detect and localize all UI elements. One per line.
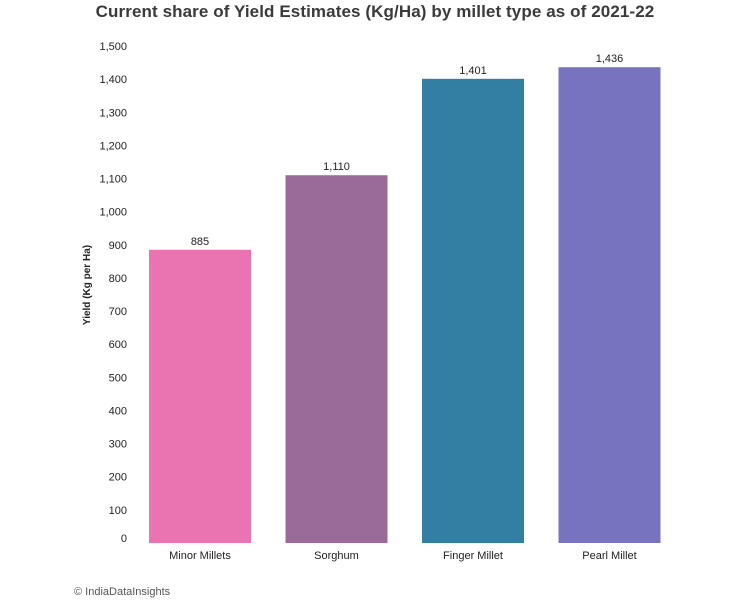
bars — [149, 67, 661, 544]
y-tick-label: 200 — [109, 472, 127, 484]
bar-value-label: 1,110 — [323, 161, 350, 173]
credit-text: © IndiaDataInsights — [74, 586, 171, 598]
x-axis-labels: Minor Millets Sorghum Finger Millet Pearl M… — [169, 550, 637, 562]
y-tick-label: 100 — [109, 505, 127, 517]
bar-value-label: 1,436 — [596, 53, 624, 65]
y-tick-label: 500 — [109, 372, 127, 384]
y-tick-label: 600 — [109, 339, 127, 351]
data-labels: 885 1,110 1,401 1,436 — [191, 53, 623, 248]
y-tick-label: 800 — [109, 273, 127, 285]
y-tick-label: 1,200 — [99, 140, 127, 152]
y-axis-ticks: 0 100 200 300 400 500 600 700 800 900 1,000 1,100 1,… — [99, 41, 127, 545]
x-category-label: Minor Millets — [169, 550, 231, 562]
y-tick-label: 400 — [109, 405, 127, 417]
x-category-label: Sorghum — [314, 550, 359, 562]
y-tick-label: 700 — [109, 306, 127, 318]
chart-title: Current share of Yield Estimates (Kg/Ha)… — [95, 2, 655, 21]
y-tick-label: 1,400 — [99, 74, 127, 86]
x-category-label: Pearl Millet — [582, 550, 636, 562]
x-category-label: Finger Millet — [443, 550, 503, 562]
y-tick-label: 900 — [109, 240, 127, 252]
bar-value-label: 885 — [191, 236, 209, 248]
y-tick-label: 0 — [121, 533, 127, 545]
y-tick-label: 300 — [109, 439, 127, 451]
y-tick-label: 1,000 — [99, 207, 127, 219]
bar — [149, 249, 251, 543]
y-tick-label: 1,300 — [99, 107, 127, 119]
y-axis-title: Yield (Kg per Ha) — [82, 245, 93, 325]
y-tick-label: 1,500 — [99, 41, 127, 53]
bar — [285, 175, 388, 543]
bar — [422, 78, 524, 543]
y-tick-label: 1,100 — [99, 174, 127, 186]
bar — [558, 67, 661, 544]
bar-value-label: 1,401 — [459, 65, 487, 77]
